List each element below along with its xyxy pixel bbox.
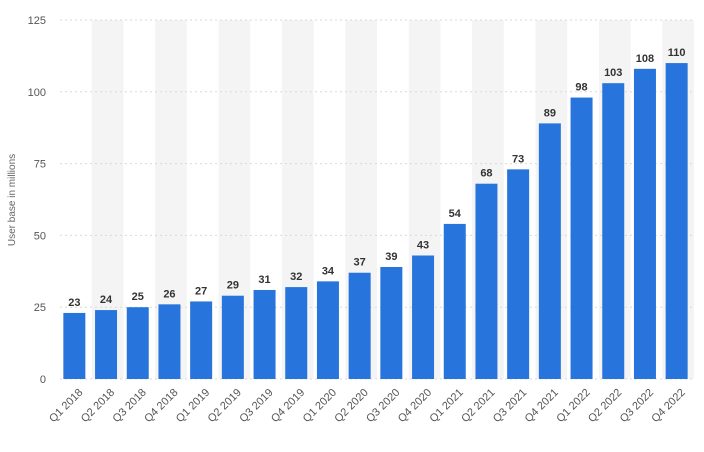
bar [475,183,498,379]
x-tick-label: Q4 2019 [269,387,307,425]
data-labels: 23 24 25 26 27 29 31 32 34 37 39 43 54 68 73 89 98 103 108… [68,47,685,309]
data-label: 27 [195,285,207,297]
x-tick-label: Q4 2022 [649,387,687,425]
data-label: 23 [68,297,80,309]
data-label: 98 [575,82,587,94]
data-label: 39 [385,251,397,263]
y-axis-ticks: 0 25 50 75 100 125 [28,15,46,386]
bar [316,281,339,379]
bar [221,295,244,379]
data-label: 68 [480,168,492,180]
x-tick-label: Q3 2020 [364,387,402,425]
data-label: 25 [132,291,144,303]
bar [633,68,656,379]
x-tick-label: Q4 2020 [396,387,434,425]
bar [95,310,118,379]
bar [63,312,86,379]
y-axis-title: User base in millions [7,154,18,246]
y-tick-label: 50 [34,230,46,242]
x-tick-label: Q2 2021 [459,387,497,425]
data-label: 89 [544,107,556,119]
bar [443,223,466,379]
y-tick-label: 75 [34,159,46,171]
data-label: 37 [354,257,366,269]
x-tick-label: Q1 2020 [301,387,339,425]
bar [190,301,213,379]
x-tick-label: Q1 2018 [47,387,85,425]
x-tick-label: Q4 2018 [142,387,180,425]
bar [348,272,371,379]
bar [570,97,593,379]
bar [253,289,276,379]
y-tick-label: 100 [28,87,46,99]
x-tick-label: Q2 2018 [79,387,117,425]
bar [412,255,435,379]
data-label: 34 [322,265,335,277]
x-tick-label: Q3 2021 [491,387,529,425]
x-tick-label: Q1 2021 [428,387,466,425]
x-tick-label: Q3 2022 [618,387,656,425]
bar [507,169,530,379]
bar [126,307,149,379]
bar [602,83,625,380]
bar [665,63,688,380]
x-tick-label: Q3 2018 [111,387,149,425]
bars [63,63,688,380]
x-tick-label: Q2 2020 [332,387,370,425]
data-label: 73 [512,153,524,165]
y-tick-label: 125 [28,15,46,27]
x-tick-label: Q2 2022 [586,387,624,425]
x-tick-label: Q1 2019 [174,387,212,425]
bar [380,266,403,379]
data-label: 29 [227,280,239,292]
data-label: 108 [636,53,654,65]
data-label: 24 [100,294,113,306]
bar [538,123,561,379]
bar [285,287,308,379]
x-tick-label: Q1 2022 [554,387,592,425]
data-label: 31 [258,274,270,286]
y-tick-label: 0 [40,374,46,386]
bar [158,304,181,379]
data-label: 32 [290,271,302,283]
data-label: 43 [417,240,429,252]
data-label: 26 [163,288,175,300]
data-label: 110 [668,47,686,59]
data-label: 103 [604,67,622,79]
x-tick-label: Q3 2019 [237,387,275,425]
x-tick-label: Q2 2019 [206,387,244,425]
data-label: 54 [449,208,462,220]
y-tick-label: 25 [34,302,46,314]
x-tick-label: Q4 2021 [523,387,561,425]
